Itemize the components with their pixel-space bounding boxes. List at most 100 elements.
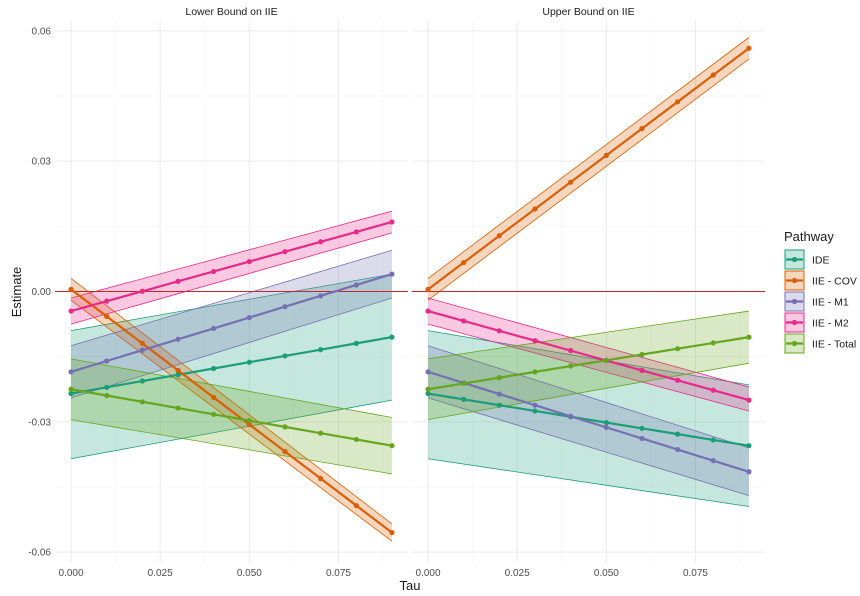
band-edge-high-iie-total: [427, 310, 750, 360]
point-iie-m1: [353, 282, 359, 288]
point-iie-cov: [568, 179, 574, 185]
point-iie-m2: [353, 229, 359, 235]
line-iie-m2: [70, 220, 393, 313]
legend-label-iie-m1: IIE - M1: [812, 297, 849, 309]
point-iie-m2: [389, 219, 395, 225]
x-tick-labels-lower-bound: 0.000 0.025 0.050 0.075: [59, 568, 352, 579]
point-iie-cov: [639, 126, 645, 132]
point-iie-m1: [318, 293, 324, 299]
point-iie-cov: [353, 502, 359, 509]
point-iie-m2: [675, 377, 681, 383]
point-iie-cov: [175, 367, 181, 374]
point-ide: [675, 431, 681, 437]
point-ide: [282, 353, 288, 359]
point-iie-m1: [746, 469, 752, 475]
point-ide: [211, 365, 217, 372]
point-ide: [246, 359, 252, 365]
point-iie-total: [175, 405, 181, 411]
legend-item-iie-m2: IIE - M2: [784, 312, 849, 333]
point-iie-total: [710, 340, 716, 346]
point-iie-total: [603, 357, 609, 363]
line-iie-total: [70, 388, 393, 447]
band-edge-low-ide: [70, 399, 393, 460]
point-iie-m2: [746, 397, 752, 403]
point-iie-m1: [532, 402, 538, 408]
point-iie-m2: [639, 367, 645, 374]
point-iie-m1: [496, 391, 502, 397]
point-iie-m1: [425, 369, 431, 375]
point-iie-cov: [532, 206, 538, 212]
y-tick-label: 0.03: [32, 157, 52, 168]
legend-key-point-iie-total: [791, 340, 798, 347]
y-tick-labels: -0.06 -0.03 0.00 0.03 0.06: [28, 26, 51, 558]
point-ide: [104, 384, 110, 390]
point-iie-cov: [746, 45, 752, 51]
point-ide: [389, 334, 395, 340]
legend-key-point-iie-m2: [791, 319, 798, 326]
point-ide: [532, 408, 538, 414]
facet-panel-upper-bound: 0.000 0.025 0.050 0.075 Upper Bound on IIE: [412, 6, 765, 579]
point-iie-m2: [425, 308, 431, 314]
band-edge-low-iie-m2: [70, 232, 393, 325]
point-iie-m2: [175, 278, 181, 284]
legend-item-ide: IDE: [784, 249, 830, 270]
point-iie-total: [639, 351, 645, 358]
legend-items: IDE IIE - COV IIE - M1 IIE - M2 IIE - Total: [784, 249, 857, 354]
point-iie-cov: [139, 340, 145, 346]
line-iie-total: [427, 336, 750, 391]
point-iie-m2: [568, 348, 574, 354]
point-iie-m1: [211, 325, 217, 332]
facet-title-upper-bound: Upper Bound on IIE: [542, 6, 634, 18]
x-tick-label: 0.050: [237, 568, 262, 579]
point-iie-m1: [603, 424, 609, 430]
legend-title: Pathway: [784, 229, 834, 244]
series-lines-lower-bound: [70, 220, 393, 534]
line-ide: [427, 392, 750, 447]
line-iie-cov: [70, 288, 393, 534]
y-tick-label: -0.06: [28, 548, 51, 559]
band-edge-low-iie-m2: [427, 323, 750, 412]
point-ide: [318, 347, 324, 353]
band-edge-low-ide: [427, 458, 750, 507]
point-iie-total: [318, 430, 324, 436]
band-edge-high-iie-cov: [427, 37, 750, 279]
band-edge-high-iie-cov: [70, 278, 393, 525]
line-iie-m2: [427, 309, 750, 402]
facet-panel-lower-bound: 0.000 0.025 0.050 0.075 Lower Bound on IIE: [55, 6, 408, 579]
y-axis-title: Estimate: [9, 267, 24, 318]
point-iie-m1: [246, 314, 252, 321]
series-points-upper-bound: [425, 45, 752, 475]
point-iie-total: [353, 436, 359, 443]
legend: Pathway IDE IIE - COV IIE - M1 IIE - M2 IIE …: [784, 229, 857, 354]
x-tick-label: 0.050: [594, 568, 619, 579]
point-iie-cov: [318, 475, 324, 482]
point-iie-total: [568, 363, 574, 369]
point-ide: [353, 340, 359, 346]
point-iie-total: [282, 424, 288, 430]
y-tick-label: -0.03: [28, 417, 51, 428]
legend-label-iie-total: IIE - Total: [812, 339, 856, 351]
band-edge-low-iie-cov: [427, 58, 750, 301]
legend-key-point-ide: [791, 256, 798, 263]
band-edge-low-iie-total: [427, 362, 750, 421]
point-iie-cov: [68, 286, 74, 292]
legend-key-point-iie-cov: [791, 277, 798, 284]
line-iie-m1: [70, 273, 393, 373]
band-edge-low-iie-cov: [70, 299, 393, 542]
point-iie-cov: [425, 286, 431, 292]
y-tick-label: 0.06: [32, 26, 52, 37]
point-iie-cov: [461, 259, 467, 266]
point-ide: [425, 390, 431, 397]
point-iie-m2: [139, 288, 145, 294]
band-edge-high-iie-m1: [427, 345, 750, 449]
point-iie-total: [68, 386, 74, 392]
point-iie-m2: [710, 387, 716, 393]
point-ide: [603, 419, 609, 426]
x-tick-label: 0.000: [59, 568, 84, 579]
point-iie-cov: [104, 313, 110, 319]
point-iie-m1: [639, 435, 645, 442]
legend-label-iie-cov: IIE - COV: [812, 276, 857, 288]
point-iie-m2: [246, 258, 252, 265]
point-iie-m1: [282, 304, 288, 310]
